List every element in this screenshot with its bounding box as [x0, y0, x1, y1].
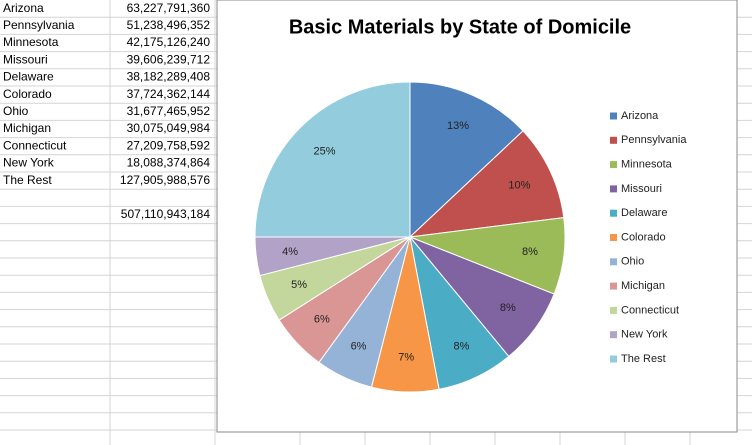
- legend-swatch: [610, 234, 617, 241]
- cell-label: The Rest: [3, 173, 52, 187]
- cell-label: Arizona: [3, 1, 44, 15]
- legend-label: Connecticut: [621, 304, 679, 316]
- cell-label: Missouri: [3, 52, 48, 66]
- cell-value: 31,677,465,952: [127, 104, 211, 118]
- cell-value: 39,606,239,712: [127, 52, 211, 66]
- slice-label: 4%: [282, 246, 298, 258]
- slice-label: 13%: [447, 120, 469, 132]
- slice-label: 8%: [500, 302, 516, 314]
- cell-value: 51,238,496,352: [127, 18, 211, 32]
- legend-swatch: [610, 209, 617, 217]
- slice-label: 5%: [291, 279, 307, 291]
- slice-label: 6%: [314, 314, 330, 326]
- cell-label: Ohio: [3, 104, 29, 118]
- cell-value: 127,905,988,576: [120, 173, 210, 187]
- slice-label: 8%: [454, 340, 470, 352]
- cell-label: Michigan: [3, 121, 51, 135]
- pie-slice: [254, 81, 411, 238]
- legend-label: Missouri: [621, 183, 662, 195]
- legend-label: Arizona: [621, 110, 659, 122]
- legend-swatch: [610, 185, 617, 193]
- legend-swatch: [610, 355, 617, 363]
- legend-swatch: [610, 112, 617, 120]
- slice-label: 10%: [508, 179, 530, 191]
- legend-label: Michigan: [621, 280, 665, 292]
- cell-label: Minnesota: [3, 35, 59, 49]
- legend-swatch: [610, 306, 617, 314]
- pie-slice: [409, 81, 524, 239]
- legend-label: Colorado: [621, 231, 666, 243]
- cell-label: Colorado: [3, 87, 52, 101]
- cell-value: 27,209,758,592: [127, 138, 211, 152]
- cell-label: Delaware: [3, 70, 54, 84]
- slice-label: 7%: [398, 352, 414, 364]
- chart-title: Basic Materials by State of Domicile: [289, 16, 631, 38]
- cell-label: Pennsylvania: [3, 18, 75, 32]
- legend-swatch: [610, 161, 617, 169]
- legend-swatch: [610, 136, 617, 144]
- legend-label: The Rest: [621, 353, 666, 365]
- legend-label: Delaware: [621, 207, 667, 219]
- cell-label: Connecticut: [3, 138, 67, 152]
- slice-label: 25%: [313, 145, 335, 157]
- legend-swatch: [610, 282, 617, 290]
- cell-value: 42,175,126,240: [127, 35, 211, 49]
- cell-label: New York: [3, 156, 55, 170]
- cell-value: 38,182,289,408: [127, 70, 211, 84]
- cell-value: 18,088,374,864: [127, 156, 211, 170]
- legend-label: Ohio: [621, 256, 644, 268]
- pie-slice: [408, 130, 565, 238]
- legend-swatch: [610, 258, 617, 266]
- cell-value: 30,075,049,984: [127, 121, 211, 135]
- cell-value: 37,724,362,144: [127, 87, 211, 101]
- legend-swatch: [610, 331, 617, 339]
- cell-total: 507,110,943,184: [121, 207, 211, 221]
- legend-label: Pennsylvania: [621, 134, 687, 146]
- slice-label: 8%: [522, 246, 538, 258]
- legend-label: Minnesota: [621, 159, 673, 171]
- slice-label: 6%: [351, 340, 367, 352]
- legend-label: New York: [621, 329, 668, 341]
- cell-value: 63,227,791,360: [127, 1, 211, 15]
